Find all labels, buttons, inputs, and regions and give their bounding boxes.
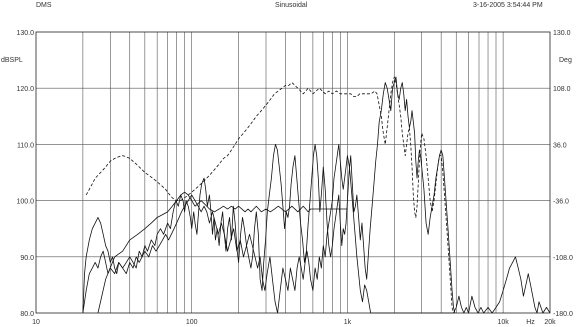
y2-tick-label: -108.0	[553, 255, 573, 262]
series-line-3	[85, 76, 454, 314]
y2-tick-label: -180.0	[553, 311, 573, 318]
series-line-2	[82, 144, 551, 314]
x-tick-label: 100	[186, 319, 198, 326]
right-axis-unit: Deg	[559, 57, 572, 64]
y2-tick-label: 36.0	[553, 142, 567, 149]
x-tick-label: 10	[32, 319, 40, 326]
x-tick-label: 20k	[544, 319, 556, 326]
y2-tick-label: -36.0	[553, 199, 569, 206]
x-tick-label: 10k	[497, 319, 509, 326]
chart-grid	[36, 32, 550, 313]
series-line-4	[97, 191, 348, 314]
header-title: Sinusoidal	[275, 2, 308, 9]
header-timestamp: 3-16-2005 3:54:44 PM	[473, 2, 543, 9]
x-tick-label: 1k	[344, 319, 352, 326]
y2-tick-label: 108.0	[553, 86, 571, 93]
y-tick-label: 130.0	[16, 30, 34, 37]
y-tick-label: 80.0	[20, 311, 34, 318]
y2-tick-label: 130.0	[553, 30, 571, 37]
y-tick-label: 120.0	[16, 86, 34, 93]
y-tick-label: 110.0	[17, 142, 34, 149]
series-line-1	[82, 76, 456, 314]
y-tick-label: 90.0	[20, 255, 34, 262]
plot-frame	[35, 31, 551, 314]
left-axis-unit: dBSPL	[1, 57, 23, 64]
chart-series	[82, 76, 551, 314]
y-tick-label: 100.0	[16, 199, 34, 206]
x-tick-label: Hz	[526, 319, 535, 326]
chart-tick-labels: 80.0 90.0 100.0 110.0 120.0 130.0 -180.0 -108.0…	[16, 30, 572, 326]
header-left-label: DMS	[36, 2, 52, 9]
